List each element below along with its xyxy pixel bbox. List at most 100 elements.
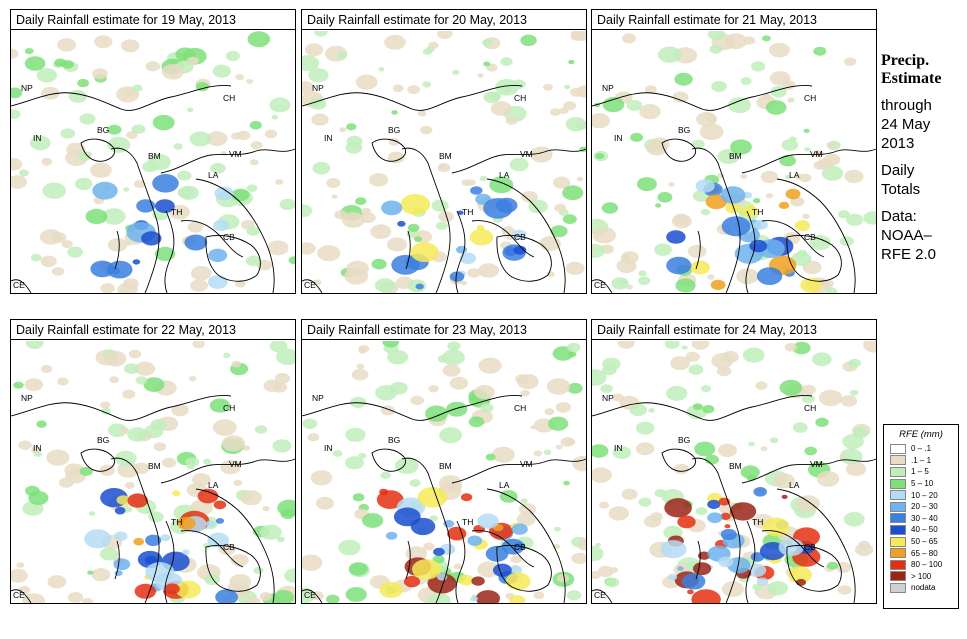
rain-blob [230,554,249,567]
rain-blob [695,507,708,516]
rain-blob [429,515,439,522]
rain-blob [384,34,406,50]
legend: RFE (mm) 0 – .1.1 – 1 1 – 5 5 – 10 10 – 20 2… [883,424,959,609]
rain-blob [13,381,24,389]
rain-blob [762,93,772,100]
country-label-bm: BM [148,461,161,471]
rain-blob [749,239,768,253]
rain-blob [214,186,234,201]
rain-blob [40,255,57,267]
legend-label: 80 – 100 [911,560,943,570]
rain-blob [636,177,657,192]
rain-blob [212,419,237,436]
rain-blob [173,143,183,150]
country-label-la: LA [208,480,219,490]
rain-blob [567,351,577,358]
rain-blob [153,442,167,452]
rain-blob [612,446,631,459]
rain-blob [600,384,613,394]
rain-blob [309,97,327,110]
rain-blob [700,208,711,216]
rain-blob [331,194,338,199]
rain-blob [791,251,812,266]
rain-blob [801,394,815,404]
rain-blob [277,499,295,517]
rain-blob [564,84,571,90]
rain-blob [435,221,448,230]
rain-blob [729,502,757,521]
country-label-bg: BG [678,435,690,445]
rain-blob [246,79,254,84]
rain-blob [657,192,673,203]
rain-blob [690,260,710,275]
country-border [486,488,566,603]
rain-blob [546,271,555,278]
panel-title: Daily Rainfall estimate for 22 May, 2013 [11,320,295,340]
rain-blob [467,268,481,278]
country-label-ch: CH [223,403,235,413]
country-label-th: TH [752,517,763,527]
rain-blob [433,547,445,556]
rain-blob [397,220,406,227]
country-label-th: TH [462,517,473,527]
country-border [451,148,586,174]
rain-blob [352,493,365,502]
rain-blob [114,450,137,467]
country-label-bg: BG [97,435,109,445]
legend-swatch [890,548,906,559]
rain-blob [458,574,474,586]
rain-blob [442,349,465,366]
rain-blob [495,79,519,96]
rain-blob [666,230,686,244]
rain-blob [400,193,431,215]
legend-item: 65 – 80 [884,547,958,559]
rain-blob [838,210,850,219]
rain-blob [821,165,844,181]
rain-blob [550,225,568,238]
rain-blob [467,535,483,546]
country-border [455,210,466,293]
rain-blob [688,364,704,375]
rain-blob [46,449,70,466]
rain-blob [485,453,496,461]
rain-blob [544,408,555,416]
caption-text: Totals [881,181,921,198]
rain-blob [409,479,421,487]
country-border [205,544,261,592]
rain-blob [707,274,715,280]
rain-blob [595,153,605,160]
rain-blob [815,417,829,427]
country-border [776,488,856,603]
rain-blob [161,64,184,80]
rain-blob [802,213,810,220]
rain-blob [11,158,23,171]
rain-blob [478,263,499,278]
rain-blob [126,131,138,140]
legend-label: > 100 [911,571,932,581]
rain-blob [451,69,460,75]
rain-blob [844,169,864,184]
country-border [205,234,261,282]
country-border [164,210,175,293]
rain-blob [11,48,19,59]
country-label-vm: VM [229,459,242,469]
rain-blob [245,255,262,267]
legend-item: 20 – 30 [884,501,958,513]
rain-blob [100,283,115,293]
rain-blob [446,401,468,417]
country-label-la: LA [208,170,219,180]
rain-blob [677,566,684,571]
rain-blob [310,470,333,486]
rain-blob [143,377,165,392]
rain-blob [693,562,712,576]
panel-title: Daily Rainfall estimate for 24 May, 2013 [592,320,876,340]
rain-blob [57,377,69,386]
legend-label: nodata [911,583,936,593]
rain-blob [505,116,518,125]
rain-blob [639,104,661,120]
rain-blob [253,566,264,575]
rain-blob [654,243,672,256]
country-label-in: IN [324,133,333,143]
country-border [741,458,876,484]
rain-blob [315,496,334,510]
